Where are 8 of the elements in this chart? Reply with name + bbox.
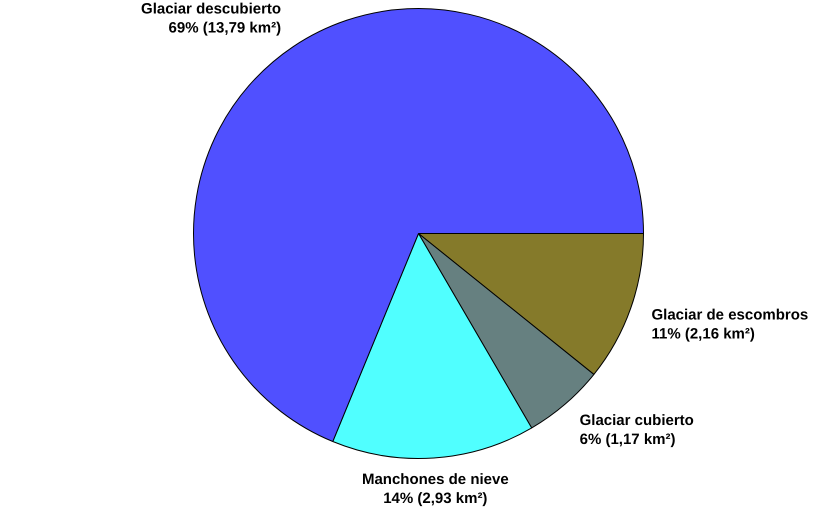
slice-label: Manchones de nieve [362,471,509,488]
data-label: 11% (2,16 km²) [651,326,755,343]
slice-label: Glaciar descubierto [141,0,282,18]
slice-label: Glaciar de escombros [651,306,808,324]
data-label: 69% (13,79 km²) [168,19,282,36]
data-label: 6% (1,17 km²) [580,430,676,448]
slice-label: Glaciar cubierto [580,412,694,429]
data-label: 14% (2,93 km²) [383,490,488,507]
